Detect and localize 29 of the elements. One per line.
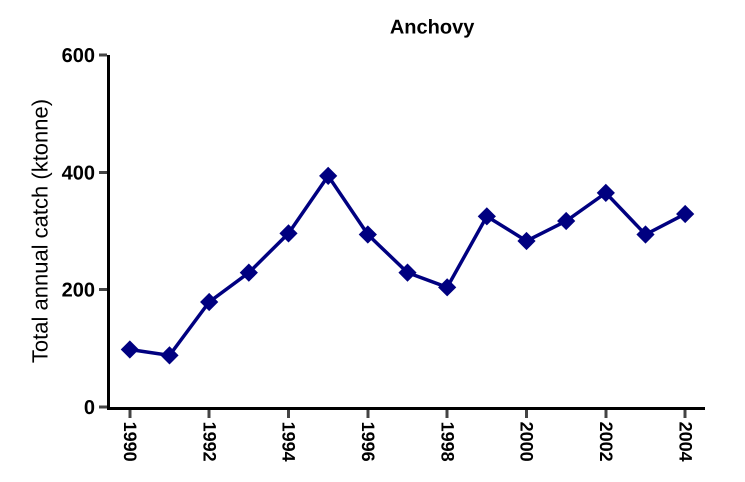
x-tick-label: 1992 xyxy=(199,422,220,462)
x-tick-label: 1996 xyxy=(358,422,378,462)
y-axis-title: Total annual catch (ktonne) xyxy=(27,98,52,364)
point xyxy=(240,264,258,282)
point xyxy=(517,232,536,250)
point xyxy=(279,224,298,242)
y-tick-label: 400 xyxy=(62,162,95,184)
point xyxy=(160,346,179,364)
point xyxy=(636,225,655,244)
point xyxy=(319,166,338,185)
chart-title: Anchovy xyxy=(390,16,476,38)
point xyxy=(358,225,377,244)
x-tick-label: 1990 xyxy=(120,422,140,462)
point xyxy=(120,340,139,359)
y-tick-label: 200 xyxy=(62,280,95,302)
point xyxy=(200,292,218,312)
point xyxy=(676,204,694,224)
x-tick-label: 1994 xyxy=(278,422,299,462)
point xyxy=(478,207,496,226)
point xyxy=(438,278,456,296)
x-tick-label: 1998 xyxy=(437,422,458,462)
point xyxy=(596,184,615,202)
y-tick-label: 600 xyxy=(62,45,95,67)
x-tick-label: 2004 xyxy=(675,422,696,462)
point xyxy=(557,212,576,230)
point xyxy=(398,264,417,282)
y-tick-label: 0 xyxy=(84,397,95,419)
x-tick-label: 2002 xyxy=(596,422,616,462)
x-tick-label: 2000 xyxy=(516,422,537,462)
